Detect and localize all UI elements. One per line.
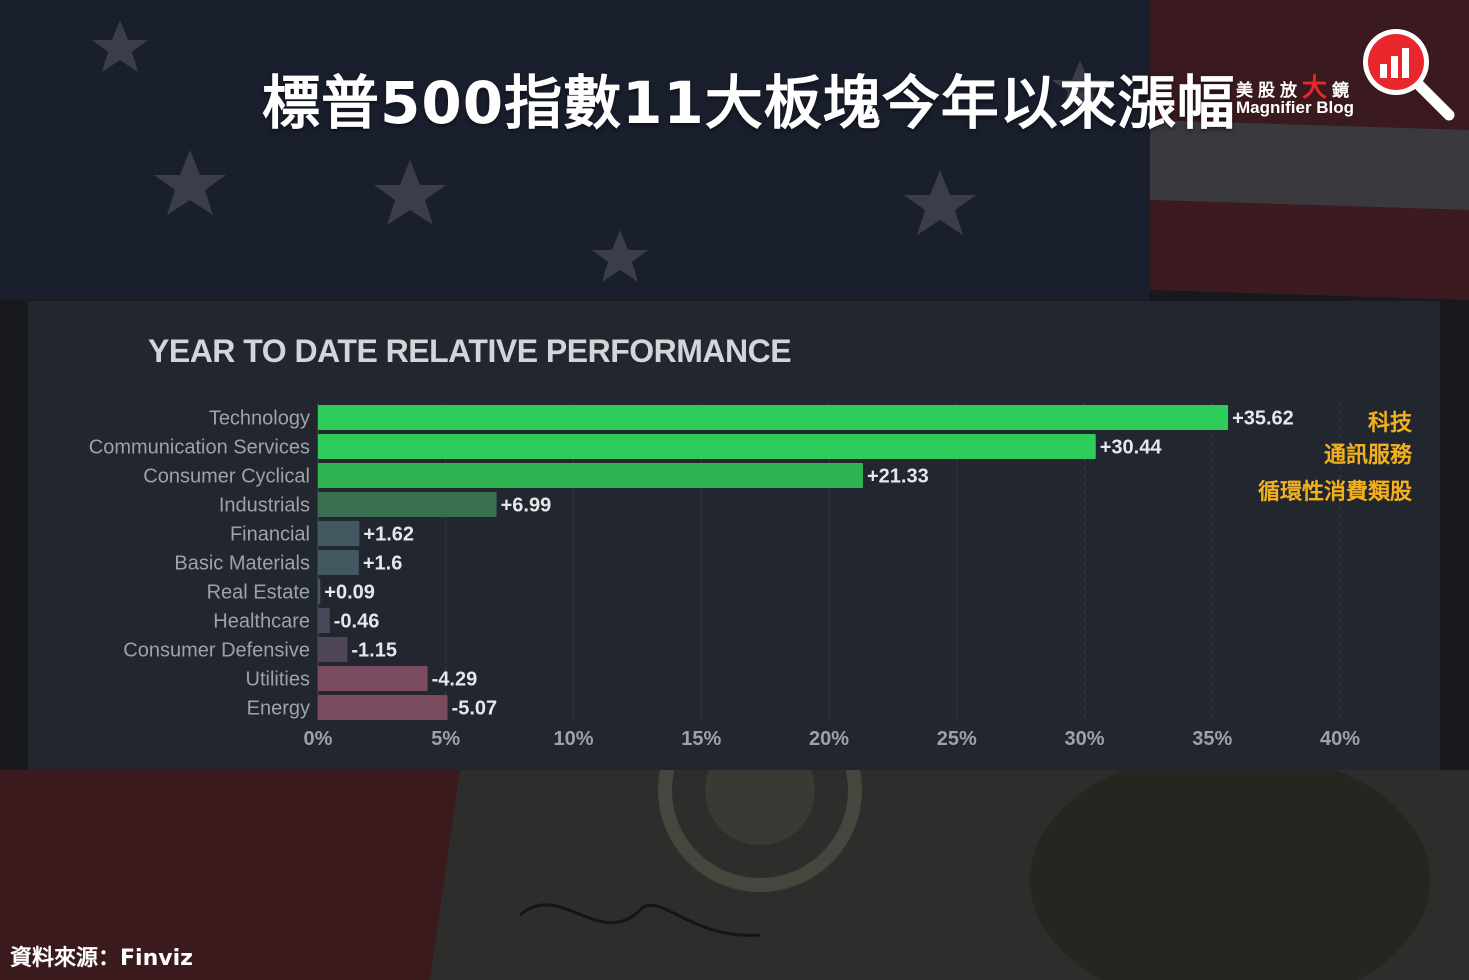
x-tick-label: 30%: [1064, 728, 1104, 750]
bar: [318, 579, 321, 604]
logo-cn-end: 鏡: [1332, 81, 1355, 101]
category-label: Communication Services: [89, 437, 310, 459]
category-label: Healthcare: [213, 611, 310, 633]
category-label: Basic Materials: [174, 553, 310, 575]
x-tick-label: 20%: [809, 728, 849, 750]
value-label: +30.44: [1100, 437, 1163, 459]
bar: [318, 608, 330, 633]
annotation-technology: 科技: [1367, 411, 1412, 436]
magnifier-bar-chart-icon: [1363, 29, 1455, 121]
category-label: Consumer Cyclical: [143, 466, 310, 488]
chart-panel: YEAR TO DATE RELATIVE PERFORMANCE 0% 5% 10…: [28, 301, 1440, 770]
category-label: Industrials: [219, 495, 310, 517]
category-label: Financial: [230, 524, 310, 546]
chart-title: YEAR TO DATE RELATIVE PERFORMANCE: [148, 333, 792, 369]
logo-text-chinese: 美股放大鏡: [1236, 68, 1355, 102]
annotation-consumer-cyclical: 循環性消費類股: [1257, 480, 1412, 505]
bar: [318, 695, 448, 720]
value-label: +21.33: [867, 466, 929, 488]
value-label: +35.62: [1232, 408, 1294, 430]
bar: [318, 666, 428, 691]
value-label: +6.99: [501, 495, 552, 517]
value-label: -5.07: [452, 698, 498, 720]
source-label: 資料來源：Finviz: [10, 946, 193, 971]
value-label: +0.09: [324, 582, 375, 604]
bar: [318, 434, 1096, 459]
value-label: -1.15: [351, 640, 397, 662]
category-label: Technology: [209, 408, 310, 430]
bar-chart: 0% 5% 10% 15% 20% 25% 30% 35% 40% Technology +35.6…: [89, 403, 1360, 750]
x-tick-label: 0%: [304, 728, 333, 750]
x-tick-label: 5%: [431, 728, 460, 750]
bar: [318, 463, 863, 488]
logo-text-english: Magnifier Blog: [1236, 98, 1355, 117]
x-tick-label: 40%: [1320, 728, 1360, 750]
category-label: Utilities: [246, 669, 310, 691]
x-tick-label: 10%: [553, 728, 593, 750]
page-title: 標普500指數11大板塊今年以來漲幅: [262, 69, 1236, 137]
category-label: Energy: [247, 698, 310, 720]
value-label: -4.29: [432, 669, 478, 691]
x-tick-label: 35%: [1192, 728, 1232, 750]
value-label: -0.46: [334, 611, 380, 633]
bar: [318, 521, 360, 546]
annotation-communication-services: 通訊服務: [1323, 443, 1412, 468]
category-label: Real Estate: [207, 582, 310, 604]
logo-cn-accent: 大: [1302, 73, 1333, 102]
category-label: Consumer Defensive: [123, 640, 310, 662]
bar: [318, 550, 359, 575]
x-tick-label: 15%: [681, 728, 721, 750]
bar: [318, 637, 348, 662]
x-tick-label: 25%: [937, 728, 977, 750]
value-label: +1.6: [363, 553, 402, 575]
logo-cn-main: 美股放: [1236, 81, 1302, 101]
value-label: +1.62: [363, 524, 414, 546]
bar: [318, 492, 497, 517]
bar: [318, 405, 1229, 430]
